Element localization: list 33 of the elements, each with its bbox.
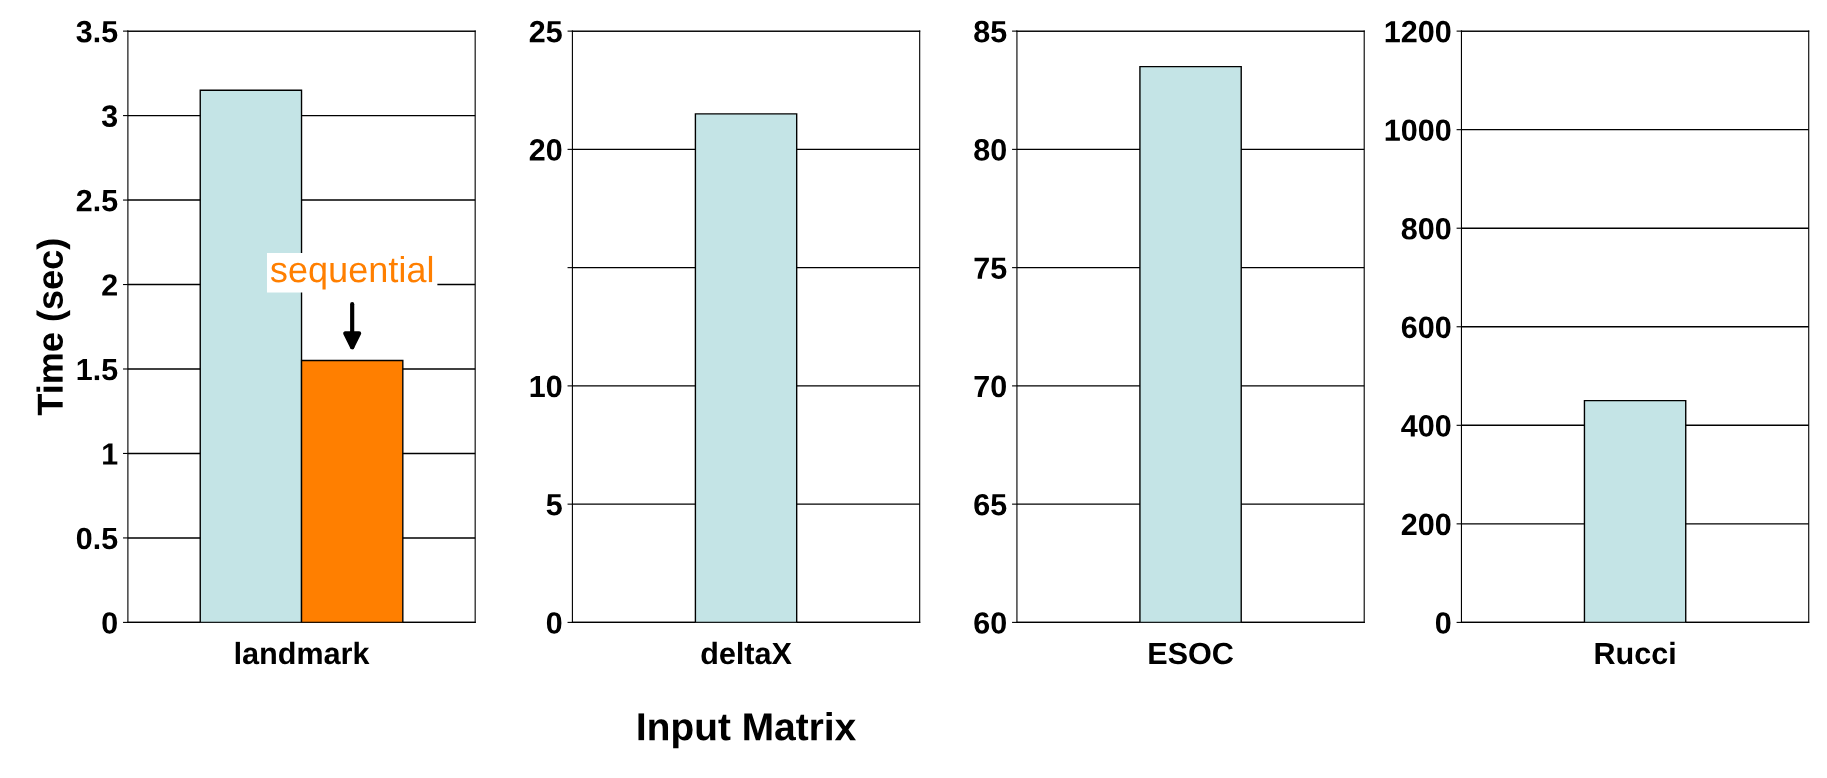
x-axis-title: Input Matrix xyxy=(638,711,856,749)
y-tick-label: 800 xyxy=(1401,217,1451,240)
text: sequential xyxy=(270,255,433,290)
y-tick-label: 5 xyxy=(546,494,562,516)
y-tick-label: 0 xyxy=(1435,612,1451,634)
y-axis-title: Time (sec) xyxy=(36,239,71,416)
y-tick-label: 0.5 xyxy=(76,527,118,550)
y-tick-label: 25 xyxy=(529,20,562,43)
y-tick-label: 1.5 xyxy=(77,359,118,381)
y-tick-label: 3.5 xyxy=(76,20,118,43)
y-tick-label: 600 xyxy=(1401,316,1451,339)
x-tick-label: ESOC xyxy=(1149,642,1234,665)
y-tick-label: 1000 xyxy=(1385,119,1451,142)
y-tick-label: 75 xyxy=(974,257,1007,279)
y-tick-label: 3 xyxy=(101,105,118,127)
x-tick-label: landmark xyxy=(235,641,370,665)
y-tick-label: 1200 xyxy=(1385,20,1451,43)
y-tick-label: 10 xyxy=(530,375,562,398)
y-tick-label: 2.5 xyxy=(76,189,118,212)
x-tick-label: Rucci xyxy=(1595,641,1675,665)
y-tick-label: 0 xyxy=(102,612,117,634)
y-tick-label: 65 xyxy=(974,493,1007,516)
y-tick-label: 60 xyxy=(974,612,1006,634)
y-tick-label: 400 xyxy=(1401,415,1451,437)
y-tick-label: 200 xyxy=(1401,513,1451,536)
y-tick-label: 0 xyxy=(546,612,562,634)
x-tick-label: deltaX xyxy=(701,641,792,665)
y-tick-label: 80 xyxy=(974,139,1006,161)
y-tick-label: 1 xyxy=(103,443,118,465)
y-tick-label: 85 xyxy=(974,20,1007,43)
y-tick-label: 20 xyxy=(529,139,562,161)
y-tick-label: 70 xyxy=(974,375,1006,398)
y-tick-label: 2 xyxy=(102,274,117,296)
